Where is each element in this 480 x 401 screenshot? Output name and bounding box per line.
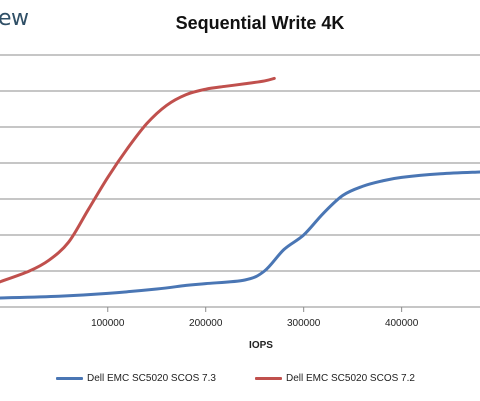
- legend-item-series-2: Dell EMC SC5020 SCOS 7.2: [255, 373, 415, 384]
- series-lines: [0, 76, 480, 300]
- series-line-1: [0, 170, 480, 300]
- x-tick-label-1: 100000: [91, 318, 125, 329]
- x-tick-labels: 100000 200000 300000 400000: [91, 318, 419, 329]
- gridlines: [0, 54, 480, 272]
- legend: Dell EMC SC5020 SCOS 7.3 Dell EMC SC5020…: [0, 373, 480, 389]
- x-axis: [0, 306, 480, 312]
- series-line-2: [0, 76, 276, 284]
- logo-fragment: ew: [0, 6, 29, 31]
- x-tick-label-4: 400000: [385, 318, 419, 329]
- x-tick-label-3: 300000: [287, 318, 321, 329]
- legend-label-series-1: Dell EMC SC5020 SCOS 7.3: [87, 373, 216, 384]
- legend-line-series-2: [255, 377, 282, 380]
- x-axis-title: IOPS: [249, 340, 273, 351]
- legend-item-series-1: Dell EMC SC5020 SCOS 7.3: [56, 373, 216, 384]
- chart-title: Sequential Write 4K: [175, 13, 345, 33]
- legend-line-series-1: [56, 377, 83, 380]
- x-tick-label-2: 200000: [189, 318, 223, 329]
- legend-label-series-2: Dell EMC SC5020 SCOS 7.2: [286, 373, 415, 384]
